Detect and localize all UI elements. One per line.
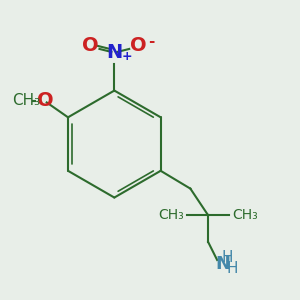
Text: O: O bbox=[130, 37, 146, 56]
Text: CH₃: CH₃ bbox=[159, 208, 184, 222]
Text: CH₃: CH₃ bbox=[232, 208, 258, 222]
Text: -: - bbox=[148, 34, 154, 49]
Text: H: H bbox=[226, 261, 238, 276]
Text: +: + bbox=[122, 50, 132, 63]
Text: O: O bbox=[82, 37, 99, 56]
Text: O: O bbox=[37, 92, 53, 110]
Text: N: N bbox=[216, 255, 231, 273]
Text: CH₃: CH₃ bbox=[12, 94, 40, 109]
Text: H: H bbox=[222, 250, 233, 265]
Text: N: N bbox=[106, 43, 122, 62]
